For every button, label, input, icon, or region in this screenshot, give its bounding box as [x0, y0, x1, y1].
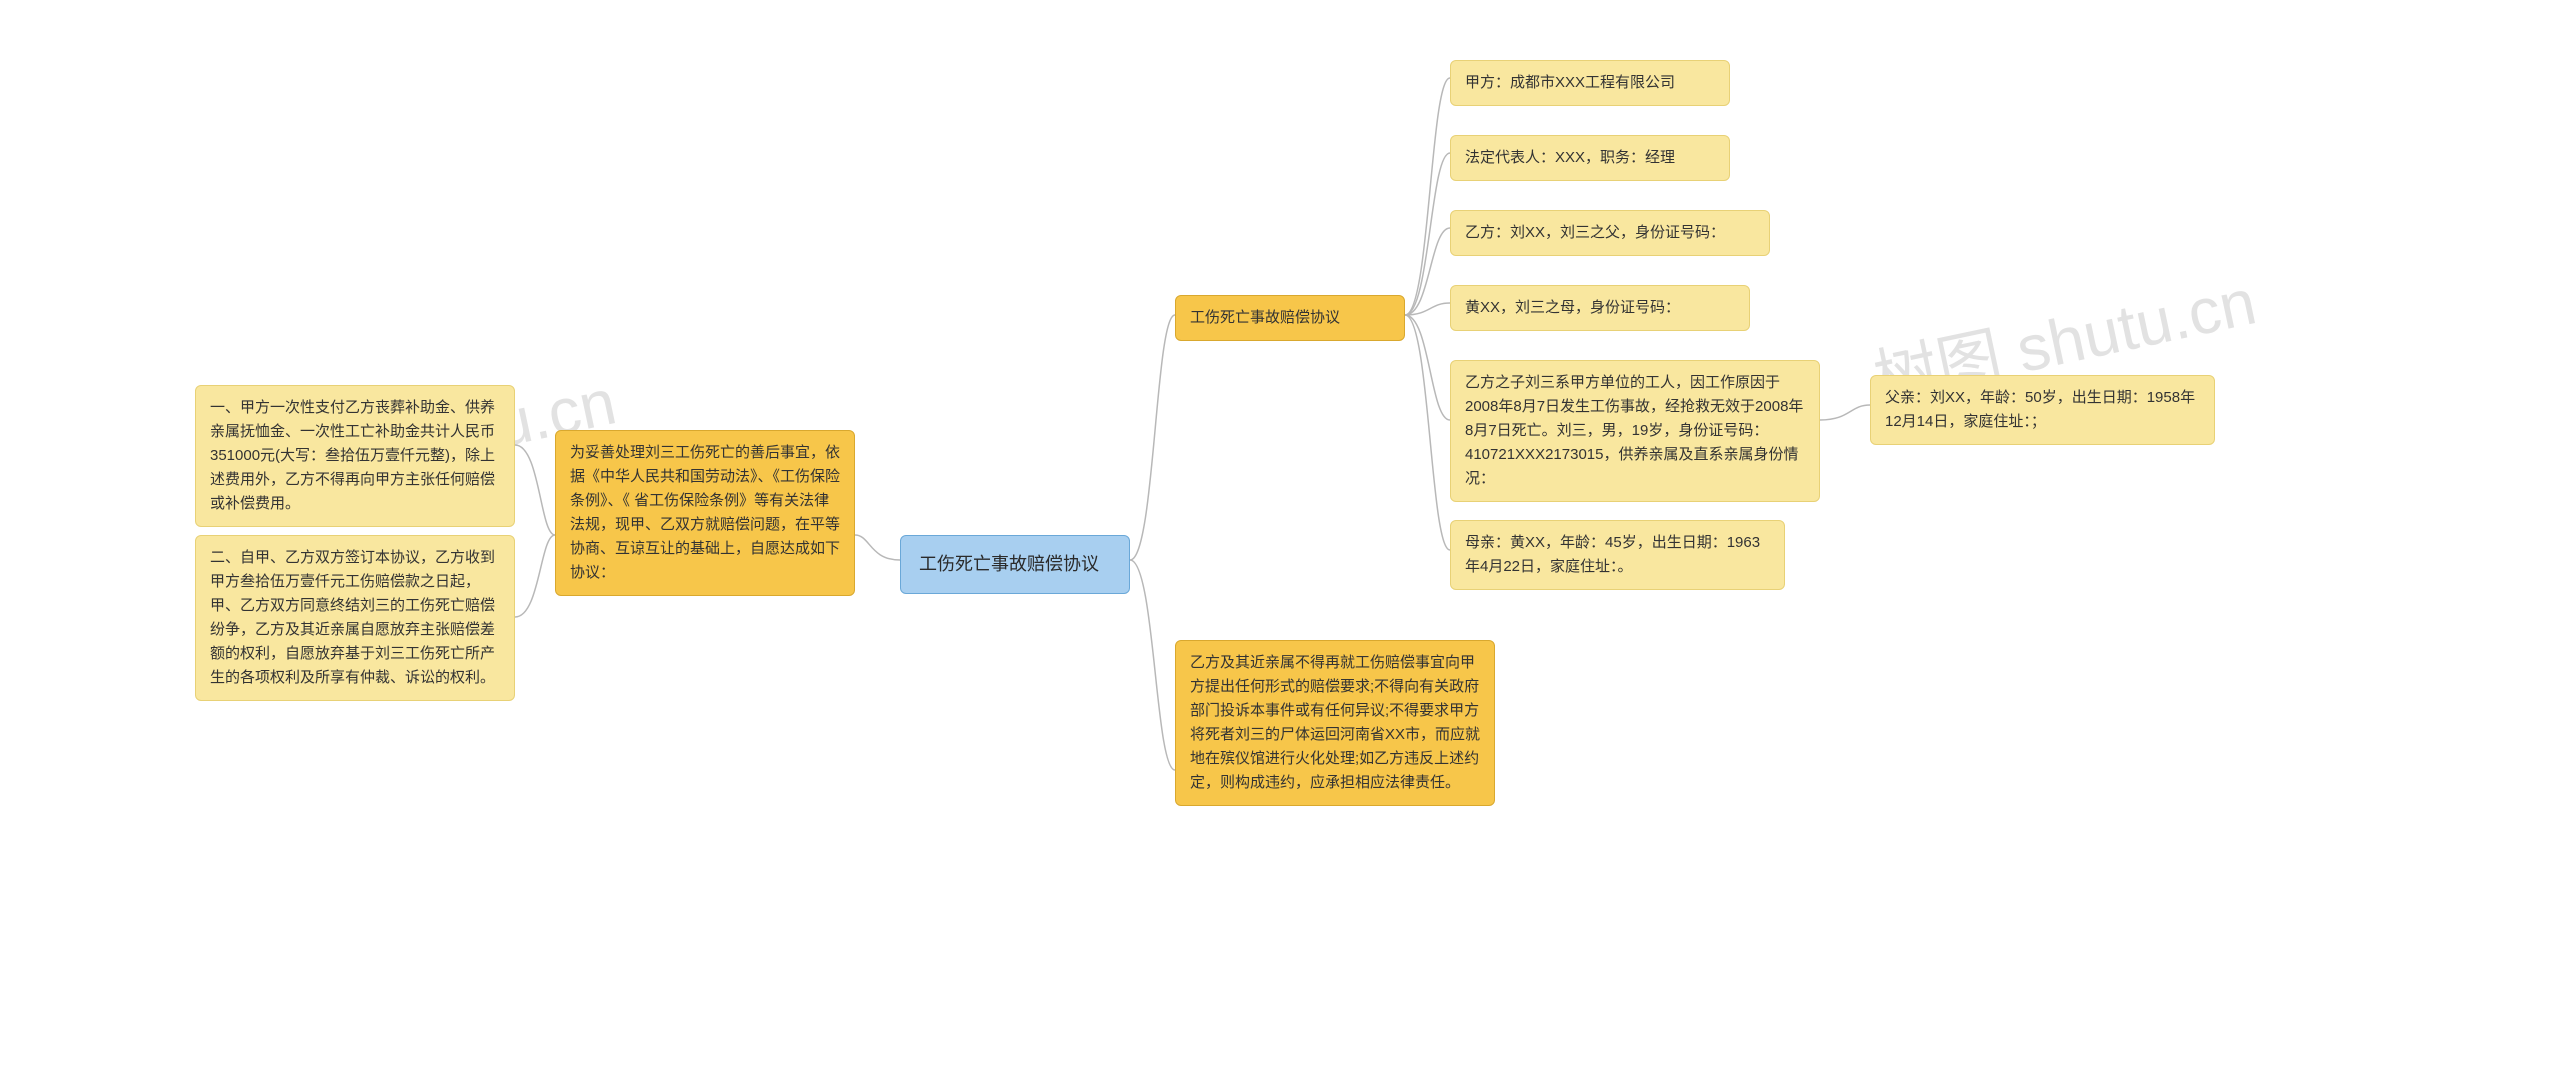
left-branch[interactable]: 为妥善处理刘三工伤死亡的善后事宜，依据《中华人民共和国劳动法》、《工伤保险条例》… [555, 430, 855, 596]
r1-subleaf[interactable]: 父亲：刘XX，年龄：50岁，出生日期：1958年12月14日，家庭住址：； [1870, 375, 2215, 445]
r1-leaf[interactable]: 法定代表人：XXX，职务：经理 [1450, 135, 1730, 181]
root-node[interactable]: 工伤死亡事故赔偿协议 [900, 535, 1130, 594]
r1-leaf-text: 母亲：黄XX，年龄：45岁，出生日期：1963年4月22日，家庭住址：。 [1465, 534, 1760, 575]
root-label: 工伤死亡事故赔偿协议 [919, 554, 1099, 574]
r1-leaf-text: 黄XX，刘三之母，身份证号码： [1465, 299, 1680, 316]
right-branch-2[interactable]: 乙方及其近亲属不得再就工伤赔偿事宜向甲方提出任何形式的赔偿要求;不得向有关政府部… [1175, 640, 1495, 806]
left-leaf[interactable]: 一、甲方一次性支付乙方丧葬补助金、供养亲属抚恤金、一次性工亡补助金共计人民币35… [195, 385, 515, 527]
r1-subleaf-text: 父亲：刘XX，年龄：50岁，出生日期：1958年12月14日，家庭住址：； [1885, 389, 2195, 430]
r1-leaf-text: 甲方：成都市XXX工程有限公司 [1465, 74, 1675, 91]
r1-leaf-text: 乙方之子刘三系甲方单位的工人，因工作原因于2008年8月7日发生工伤事故，经抢救… [1465, 374, 1803, 487]
right-branch2-text: 乙方及其近亲属不得再就工伤赔偿事宜向甲方提出任何形式的赔偿要求;不得向有关政府部… [1190, 654, 1480, 791]
left-leaf[interactable]: 二、自甲、乙方双方签订本协议，乙方收到甲方叁拾伍万壹仟元工伤赔偿款之日起，甲、乙… [195, 535, 515, 701]
r1-leaf[interactable]: 乙方之子刘三系甲方单位的工人，因工作原因于2008年8月7日发生工伤事故，经抢救… [1450, 360, 1820, 502]
r1-leaf[interactable]: 黄XX，刘三之母，身份证号码： [1450, 285, 1750, 331]
r1-leaf-text: 法定代表人：XXX，职务：经理 [1465, 149, 1675, 166]
r1-leaf[interactable]: 乙方：刘XX，刘三之父，身份证号码： [1450, 210, 1770, 256]
r1-leaf-text: 乙方：刘XX，刘三之父，身份证号码： [1465, 224, 1725, 241]
left-leaf-text: 二、自甲、乙方双方签订本协议，乙方收到甲方叁拾伍万壹仟元工伤赔偿款之日起，甲、乙… [210, 549, 495, 686]
left-branch-text: 为妥善处理刘三工伤死亡的善后事宜，依据《中华人民共和国劳动法》、《工伤保险条例》… [570, 444, 840, 581]
r1-leaf[interactable]: 母亲：黄XX，年龄：45岁，出生日期：1963年4月22日，家庭住址：。 [1450, 520, 1785, 590]
right-branch-1[interactable]: 工伤死亡事故赔偿协议 [1175, 295, 1405, 341]
left-leaf-text: 一、甲方一次性支付乙方丧葬补助金、供养亲属抚恤金、一次性工亡补助金共计人民币35… [210, 399, 495, 512]
r1-leaf[interactable]: 甲方：成都市XXX工程有限公司 [1450, 60, 1730, 106]
right-branch1-label: 工伤死亡事故赔偿协议 [1190, 309, 1340, 326]
